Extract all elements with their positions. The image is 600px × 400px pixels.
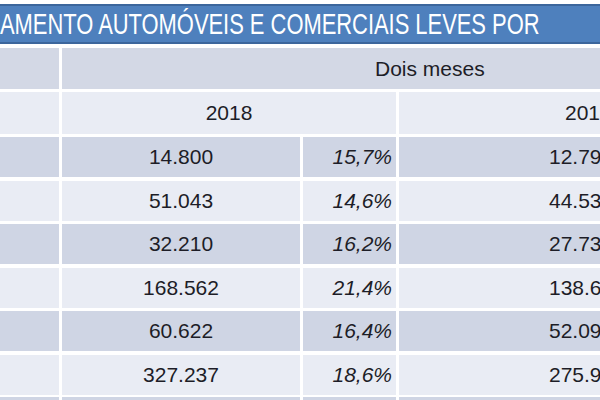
units-right-cell: 12.79 [399,137,600,177]
table-row: 32.210 16,2% 27.73 [0,224,600,264]
year-left-header-cell: 2018 [62,92,396,134]
table-row: 51.043 14,6% 44.53 [0,181,600,221]
share-2018-value: 16,2% [332,232,392,256]
units-2018-value: 32.210 [149,232,213,256]
group-header-cell: Dois meses [62,48,600,89]
share-2018-value: 15,7% [332,145,392,169]
units-2018-cell: 60.622 [62,311,300,351]
share-2018-value: 14,6% [332,189,392,213]
share-2018-value: 18,6% [332,363,392,387]
table-row: 60.622 16,4% 52.09 [0,311,600,351]
table-row: 168.562 21,4% 138.6 [0,268,600,308]
units-2018-cell: 51.043 [62,181,300,221]
units-right-value: 12.79 [549,145,600,169]
units-2018-value: 51.043 [149,189,213,213]
units-right-value: 44.53 [549,189,600,213]
units-right-cell: 52.09 [399,311,600,351]
share-2018-cell: 15,7% [303,137,396,177]
year-right-header-cell: 201 [399,92,600,134]
share-2018-cell: 16,2% [303,224,396,264]
share-2018-value: 21,4% [332,276,392,300]
units-right-value: 275.9 [549,363,600,387]
units-right-value: 52.09 [549,319,600,343]
slide-title: AMENTO AUTOMÓVEIS E COMERCIAIS LEVES POR [0,6,540,42]
table-row: 327.237 18,6% 275.9 [0,355,600,395]
row-stub-cell [0,355,59,395]
units-right-value: 27.73 [549,232,600,256]
units-right-cell: 27.73 [399,224,600,264]
units-2018-value: 14.800 [149,145,213,169]
units-right-cell: 275.9 [399,355,600,395]
slide-title-bar: AMENTO AUTOMÓVEIS E COMERCIAIS LEVES POR [0,4,600,44]
units-2018-value: 327.237 [143,363,219,387]
row-stub-cell [0,137,59,177]
year-left-label: 2018 [206,101,253,125]
units-2018-value: 168.562 [143,276,219,300]
table-group-header-row: Dois meses [0,48,600,89]
units-right-value: 138.6 [549,276,600,300]
row-stub-cell [0,311,59,351]
table-year-header-row: 2018 201 [0,92,600,134]
units-2018-cell: 327.237 [62,355,300,395]
share-2018-cell: 14,6% [303,181,396,221]
row-stub-cell [0,224,59,264]
share-2018-value: 16,4% [332,319,392,343]
slide-canvas: AMENTO AUTOMÓVEIS E COMERCIAIS LEVES POR… [0,0,600,400]
units-2018-cell: 168.562 [62,268,300,308]
row-stub-cell [0,48,59,89]
row-stub-cell [0,181,59,221]
units-right-cell: 138.6 [399,268,600,308]
row-stub-cell [0,268,59,308]
units-right-cell: 44.53 [399,181,600,221]
units-2018-cell: 14.800 [62,137,300,177]
share-2018-cell: 18,6% [303,355,396,395]
units-2018-value: 60.622 [149,319,213,343]
group-header-label: Dois meses [375,57,485,81]
row-stub-cell [0,92,59,134]
units-2018-cell: 32.210 [62,224,300,264]
share-2018-cell: 16,4% [303,311,396,351]
year-right-label: 201 [565,101,600,125]
table-row: 14.800 15,7% 12.79 [0,137,600,177]
share-2018-cell: 21,4% [303,268,396,308]
